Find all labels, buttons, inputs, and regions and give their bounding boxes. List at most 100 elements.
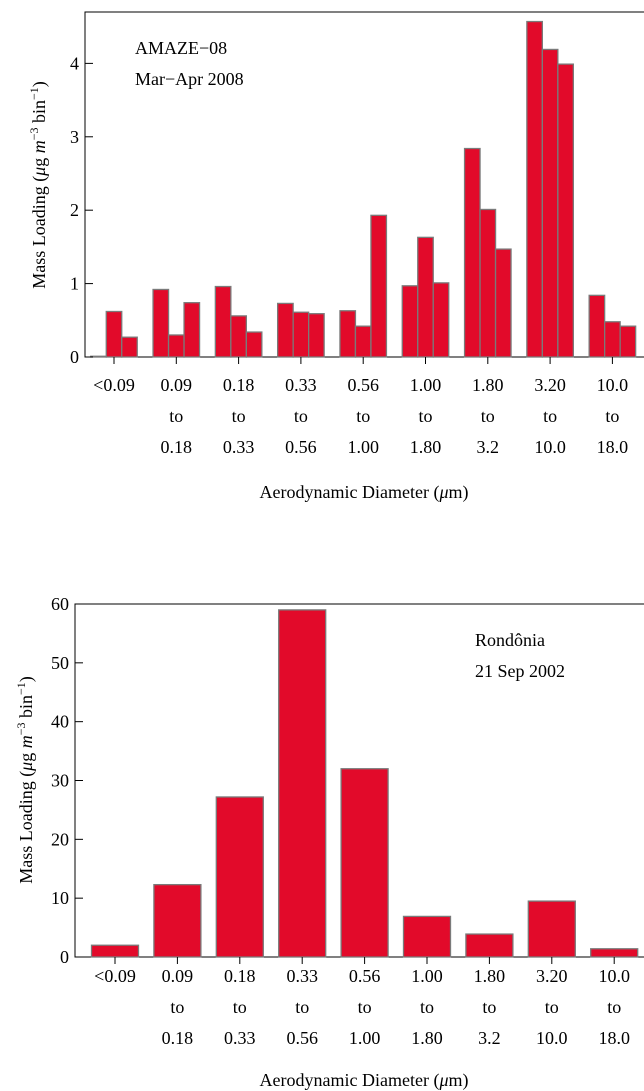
x-tick-label: to bbox=[607, 997, 621, 1017]
bar bbox=[215, 796, 264, 958]
bar bbox=[152, 288, 170, 358]
bar bbox=[245, 331, 263, 358]
bar bbox=[604, 321, 621, 358]
bar bbox=[292, 311, 310, 358]
bar bbox=[339, 310, 357, 358]
bar bbox=[463, 147, 481, 358]
bar bbox=[619, 325, 637, 358]
y-tick-label: 4 bbox=[70, 53, 79, 73]
y-tick-label: 3 bbox=[70, 127, 79, 147]
bar bbox=[557, 63, 574, 358]
bars-group bbox=[90, 609, 639, 958]
x-tick-label: to bbox=[170, 997, 184, 1017]
x-tick-label: 0.09 bbox=[162, 966, 194, 986]
x-tick-label: 0.56 bbox=[286, 1028, 318, 1048]
x-tick-label: 0.09 bbox=[161, 375, 193, 395]
bar bbox=[590, 948, 639, 958]
y-tick-label: 2 bbox=[70, 200, 79, 220]
x-tick-label: to bbox=[358, 997, 372, 1017]
bar bbox=[183, 302, 201, 358]
x-tick-label: 0.56 bbox=[347, 375, 379, 395]
y-tick-label: 0 bbox=[60, 947, 69, 967]
bar bbox=[370, 214, 388, 358]
x-tick-label: 0.33 bbox=[224, 1028, 256, 1048]
y-tick-label: 60 bbox=[51, 594, 69, 614]
x-tick-label: 1.00 bbox=[349, 1028, 381, 1048]
y-tick-label: 10 bbox=[51, 888, 69, 908]
bar bbox=[417, 236, 434, 358]
bar bbox=[494, 248, 512, 358]
x-tick-label: 0.33 bbox=[223, 437, 255, 457]
x-tick-label: 3.2 bbox=[477, 437, 500, 457]
annotation-line-1: Rondônia bbox=[475, 630, 545, 650]
bar bbox=[307, 313, 325, 358]
x-tick-label: 3.2 bbox=[478, 1028, 501, 1048]
y-axis: 0 1 2 3 4 bbox=[70, 53, 93, 367]
x-axis: <0.09 0.09 to 0.18 0.18 to 0.33 0.33 to 0.56 0.56 t… bbox=[93, 357, 628, 457]
bar bbox=[105, 310, 123, 358]
x-tick-label: 18.0 bbox=[597, 437, 629, 457]
bar bbox=[541, 48, 559, 358]
bar bbox=[278, 609, 327, 958]
y-axis-label: Mass Loading (μg m−3 bin−1) bbox=[27, 81, 50, 289]
bar bbox=[588, 294, 606, 358]
bar bbox=[354, 325, 372, 358]
bar bbox=[432, 282, 450, 358]
x-tick-label: to bbox=[420, 997, 434, 1017]
y-tick-label: 30 bbox=[51, 771, 69, 791]
x-axis: <0.09 0.09 to 0.18 0.18 to 0.33 0.33 to 0.56 0.56 t… bbox=[94, 957, 630, 1048]
bar bbox=[90, 355, 107, 358]
x-tick-label: to bbox=[295, 997, 309, 1017]
bar bbox=[402, 915, 452, 958]
bars-group bbox=[90, 20, 637, 358]
y-tick-label: 1 bbox=[70, 274, 79, 294]
chart-rondonia: 0 10 20 30 40 50 60 <0.09 0.09 to 0.18 0.18 to 0.33 0… bbox=[14, 594, 644, 1091]
x-tick-label: 18.0 bbox=[598, 1028, 630, 1048]
bar bbox=[276, 302, 294, 358]
y-axis: 0 10 20 30 40 50 60 bbox=[51, 594, 83, 967]
x-tick-label: 0.33 bbox=[286, 966, 318, 986]
annotation-line-2: 21 Sep 2002 bbox=[475, 661, 565, 681]
y-tick-label: 50 bbox=[51, 653, 69, 673]
x-tick-label: 10.0 bbox=[597, 375, 629, 395]
bar bbox=[153, 883, 202, 958]
x-tick-label: 1.80 bbox=[410, 437, 442, 457]
y-tick-label: 40 bbox=[51, 712, 69, 732]
annotation-line-2: Mar−Apr 2008 bbox=[135, 69, 244, 89]
x-tick-label: 0.18 bbox=[161, 437, 193, 457]
bar bbox=[465, 933, 514, 958]
bar bbox=[401, 285, 419, 358]
bar bbox=[479, 208, 497, 358]
bar bbox=[230, 315, 248, 358]
x-tick-label: 3.20 bbox=[534, 375, 566, 395]
x-tick-label: to bbox=[481, 406, 495, 426]
x-tick-label: to bbox=[232, 406, 246, 426]
x-tick-label: to bbox=[356, 406, 370, 426]
y-axis-label: Mass Loading (μg m−3 bin−1) bbox=[14, 676, 37, 884]
x-tick-label: 0.18 bbox=[162, 1028, 194, 1048]
chart-amaze: 0 1 2 3 4 <0.09 0.09 to 0.18 0.18 to 0.33 0.33 to 0.5… bbox=[27, 11, 644, 503]
x-tick-label: 1.00 bbox=[347, 437, 379, 457]
x-tick-label: <0.09 bbox=[94, 966, 136, 986]
x-tick-label: 10.0 bbox=[534, 437, 566, 457]
x-tick-label: 0.56 bbox=[285, 437, 317, 457]
x-tick-label: to bbox=[233, 997, 247, 1017]
x-tick-label: to bbox=[482, 997, 496, 1017]
x-tick-label: to bbox=[543, 406, 557, 426]
x-tick-label: to bbox=[545, 997, 559, 1017]
x-tick-label: 1.80 bbox=[472, 375, 504, 395]
y-tick-label: 20 bbox=[51, 829, 69, 849]
bar bbox=[527, 900, 576, 958]
bar bbox=[214, 285, 232, 358]
x-tick-label: 1.00 bbox=[410, 375, 442, 395]
x-tick-label: 0.33 bbox=[285, 375, 317, 395]
x-tick-label: 1.80 bbox=[411, 1028, 443, 1048]
x-tick-label: 0.18 bbox=[223, 375, 255, 395]
x-tick-label: to bbox=[605, 406, 619, 426]
x-tick-label: <0.09 bbox=[93, 375, 135, 395]
x-axis-label: Aerodynamic Diameter (μm) bbox=[260, 482, 469, 503]
x-tick-label: 10.0 bbox=[598, 966, 630, 986]
x-tick-label: to bbox=[294, 406, 308, 426]
bar bbox=[526, 20, 543, 358]
annotation-line-1: AMAZE−08 bbox=[135, 38, 227, 58]
